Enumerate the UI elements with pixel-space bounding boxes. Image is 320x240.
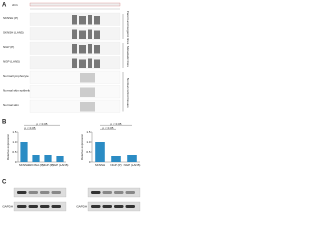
panel-label: A bbox=[2, 3, 7, 9]
group-label: Parent and isogenic lines bbox=[126, 11, 130, 45]
signal bbox=[79, 45, 86, 54]
bar bbox=[111, 156, 121, 162]
signal bbox=[79, 30, 86, 39]
band bbox=[28, 191, 38, 194]
p-value: p < 0.05 bbox=[111, 122, 122, 126]
band bbox=[114, 205, 124, 208]
track-bg bbox=[29, 99, 121, 113]
track-label: Normal skin bbox=[3, 103, 19, 107]
bar bbox=[56, 156, 64, 162]
y-tick-label: 0 bbox=[15, 160, 17, 164]
band bbox=[114, 191, 124, 194]
x-tick-label: NGP (P) bbox=[42, 163, 53, 167]
track-bg bbox=[29, 70, 121, 84]
signal bbox=[94, 59, 100, 68]
group-label: Metastatic lines bbox=[126, 46, 130, 67]
x-tick-label: SKNSH bbox=[95, 163, 105, 167]
band bbox=[102, 205, 112, 208]
signal bbox=[88, 58, 92, 68]
figure: A chr1 B C SKNSH (P)SKNSH (LAN5)NGP (P)N… bbox=[2, 2, 141, 212]
band bbox=[17, 205, 27, 208]
track-label: NGP (LAN5) bbox=[3, 59, 20, 63]
signal bbox=[94, 30, 100, 39]
bar bbox=[32, 155, 40, 162]
signal bbox=[80, 73, 95, 83]
panel-label: B bbox=[2, 120, 7, 126]
bar bbox=[127, 155, 137, 162]
y-tick-label: 0.5 bbox=[12, 150, 17, 154]
p-value: p < 0.05 bbox=[103, 126, 114, 130]
signal bbox=[72, 44, 77, 54]
signal bbox=[79, 59, 86, 68]
band bbox=[51, 205, 61, 208]
track-label: SKNSH (P) bbox=[3, 16, 18, 20]
signal bbox=[79, 16, 86, 25]
band bbox=[17, 191, 27, 194]
group-label: Normal control tissues bbox=[126, 78, 130, 108]
y-tick-label: 1.5 bbox=[86, 130, 91, 134]
y-tick-label: 1.0 bbox=[86, 140, 91, 144]
band bbox=[102, 191, 112, 194]
signal bbox=[94, 16, 100, 25]
band bbox=[51, 191, 61, 194]
y-tick-label: 1.0 bbox=[12, 140, 17, 144]
ideogram bbox=[29, 2, 121, 7]
genome-label: chr1 bbox=[12, 3, 18, 7]
track-label: NGP (P) bbox=[3, 45, 14, 49]
y-tick-label: 0 bbox=[89, 160, 91, 164]
p-value: p < 0.05 bbox=[37, 122, 48, 126]
x-tick-label: NGP (LAN5) bbox=[52, 163, 69, 167]
signal bbox=[80, 87, 95, 97]
track-label: Normal skin epithelia bbox=[3, 88, 31, 92]
signal bbox=[88, 29, 92, 39]
x-tick-label: NGP (LAN5) bbox=[124, 163, 141, 167]
y-tick-label: 1.5 bbox=[12, 130, 17, 134]
blot-label: GAPDH bbox=[2, 204, 13, 208]
bar bbox=[44, 155, 52, 162]
band bbox=[125, 205, 135, 208]
track-label: SKNSH (LAN5) bbox=[3, 30, 24, 34]
x-tick-label: NGP (P) bbox=[110, 163, 121, 167]
y-tick-label: 0.5 bbox=[86, 150, 91, 154]
band bbox=[40, 205, 50, 208]
signal bbox=[72, 58, 77, 68]
y-axis-label: Relative expression bbox=[80, 134, 84, 161]
bar bbox=[95, 142, 105, 162]
panel-label: C bbox=[2, 180, 7, 186]
band bbox=[28, 205, 38, 208]
signal bbox=[94, 45, 100, 54]
bar bbox=[20, 142, 28, 162]
signal bbox=[72, 29, 77, 39]
blot-label: GAPDH bbox=[76, 204, 87, 208]
p-value: p < 0.05 bbox=[25, 126, 36, 130]
x-tick-label: SKNSH (P) bbox=[28, 163, 43, 167]
track-label: Normal lymphocyte bbox=[3, 74, 29, 78]
x-tick-label: SKNSH bbox=[19, 163, 29, 167]
band bbox=[91, 205, 101, 208]
band bbox=[40, 191, 50, 194]
track-bg bbox=[29, 85, 121, 99]
band bbox=[91, 191, 101, 194]
band bbox=[125, 191, 135, 194]
signal bbox=[88, 15, 92, 25]
y-axis-label: Relative expression bbox=[6, 134, 10, 161]
signal bbox=[88, 44, 92, 54]
signal bbox=[72, 15, 77, 25]
signal bbox=[80, 102, 95, 112]
